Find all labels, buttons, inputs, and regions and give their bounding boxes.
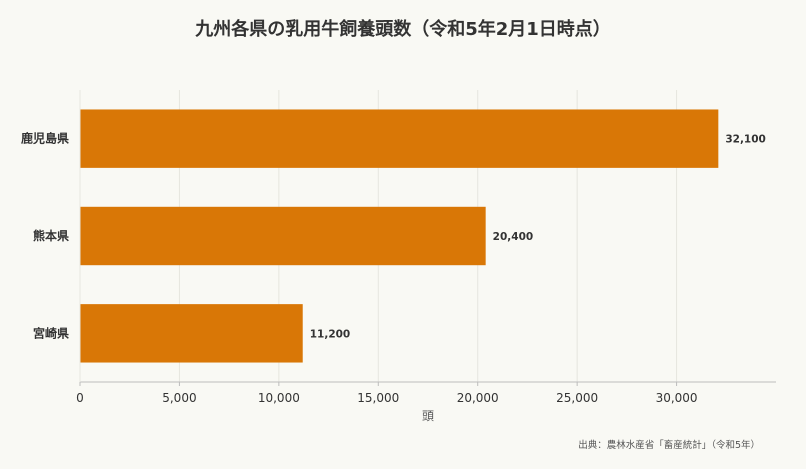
data-labels: 32,100 20,400 11,200 xyxy=(310,134,766,341)
x-tick-label: 5,000 xyxy=(162,391,196,405)
x-tick-label: 10,000 xyxy=(258,391,300,405)
y-tick-label: 熊本県 xyxy=(33,228,69,243)
bar-value-label: 20,400 xyxy=(493,231,534,243)
x-tick-label: 15,000 xyxy=(357,391,399,405)
x-tick-label: 25,000 xyxy=(556,391,598,405)
x-axis-tick-labels: 0 5,000 10,000 15,000 20,000 25,000 30,000 xyxy=(76,382,698,405)
x-tick-label: 30,000 xyxy=(656,391,698,405)
bar xyxy=(80,109,719,168)
bar xyxy=(80,304,303,363)
bar-value-label: 11,200 xyxy=(310,328,351,340)
y-tick-label: 鹿児島県 xyxy=(21,131,69,146)
source-note: 出典：農林水産省「畜産統計」（令和5年） xyxy=(578,439,760,451)
x-axis-label: 頭 xyxy=(422,409,434,423)
axes xyxy=(79,90,776,383)
bar xyxy=(80,206,486,266)
y-tick-label: 宮崎県 xyxy=(33,325,69,340)
bars xyxy=(80,109,719,363)
bar-value-label: 32,100 xyxy=(725,134,766,146)
chart-title: 九州各県の乳用牛飼養頭数（令和5年2月1日時点） xyxy=(194,18,611,40)
x-tick-label: 20,000 xyxy=(457,391,499,405)
x-tick-label: 0 xyxy=(76,391,84,405)
